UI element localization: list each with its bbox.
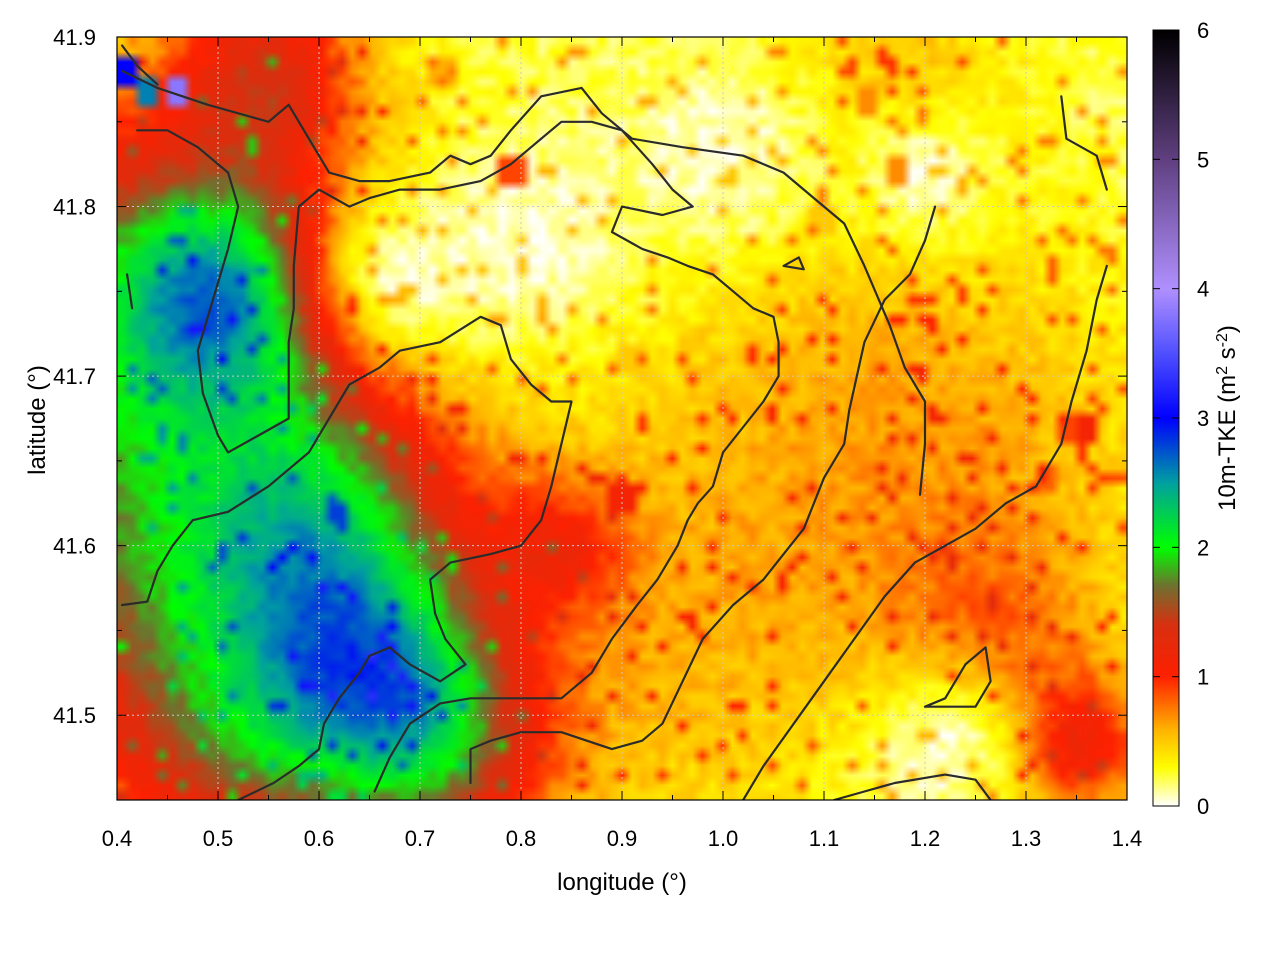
colorbar-label-sup1: 2 bbox=[1214, 366, 1231, 375]
x-tick-label: 0.8 bbox=[506, 826, 537, 851]
colorbar-label-mid: s bbox=[1214, 347, 1241, 366]
colorbar-tick-label: 5 bbox=[1197, 147, 1209, 172]
contour-line bbox=[833, 773, 992, 800]
x-tick-label: 0.9 bbox=[607, 826, 638, 851]
x-axis-label: longitude (°) bbox=[557, 869, 687, 896]
x-tick-label: 1.4 bbox=[1112, 826, 1143, 851]
x-tick-label: 1.2 bbox=[910, 826, 941, 851]
contour-line bbox=[923, 646, 992, 708]
x-tick-label: 0.4 bbox=[102, 826, 133, 851]
x-tick-label: 1.1 bbox=[809, 826, 840, 851]
colorbar-tick-label: 2 bbox=[1197, 535, 1209, 560]
x-tick-label: 1.0 bbox=[708, 826, 739, 851]
colorbar-tick-label: 4 bbox=[1197, 277, 1209, 302]
contour-line bbox=[373, 120, 780, 793]
colorbar-label: 10m-TKE (m2 s-2) bbox=[1214, 325, 1242, 511]
colorbar-tick-labels: 0 1 2 3 4 5 6 bbox=[1197, 18, 1209, 819]
colorbar-tick-label: 6 bbox=[1197, 18, 1209, 43]
contour-line bbox=[121, 44, 159, 86]
y-tick-label: 41.8 bbox=[53, 195, 96, 220]
y-tick-labels: 41.5 41.6 41.7 41.8 41.9 bbox=[53, 25, 96, 728]
colorbar: 0 1 2 3 4 5 6 10m-TKE (m2 s-2) bbox=[1152, 18, 1242, 819]
colorbar-tick-label: 3 bbox=[1197, 406, 1209, 431]
axis-ticks bbox=[116, 36, 1128, 801]
colorbar-label-sup2: -2 bbox=[1214, 333, 1231, 347]
colorbar-label-end: ) bbox=[1214, 325, 1241, 333]
contour-line bbox=[136, 129, 543, 454]
y-tick-label: 41.6 bbox=[53, 534, 96, 559]
colorbar-tick-label: 1 bbox=[1197, 665, 1209, 690]
colorbar-ticks bbox=[1153, 29, 1179, 807]
contour-line bbox=[469, 205, 937, 785]
x-tick-label: 1.3 bbox=[1011, 826, 1042, 851]
contour-line bbox=[742, 264, 1108, 800]
y-axis-label: latitude (°) bbox=[24, 365, 51, 475]
colorbar-label-main: 10m-TKE (m bbox=[1214, 375, 1241, 511]
y-tick-label: 41.5 bbox=[53, 703, 96, 728]
contour-line bbox=[1060, 95, 1108, 191]
contour-line bbox=[782, 256, 805, 271]
y-tick-label: 41.9 bbox=[53, 25, 96, 50]
plot-area bbox=[116, 36, 1128, 801]
contour-line bbox=[121, 315, 573, 800]
contour-line bbox=[126, 273, 134, 310]
x-tick-label: 0.5 bbox=[203, 826, 234, 851]
colorbar-tick-label: 0 bbox=[1197, 794, 1209, 819]
y-tick-label: 41.7 bbox=[53, 364, 96, 389]
x-tick-label: 0.6 bbox=[304, 826, 335, 851]
x-tick-label: 0.7 bbox=[405, 826, 436, 851]
contour-lines bbox=[121, 44, 1108, 800]
x-tick-labels: 0.4 0.5 0.6 0.7 0.8 0.9 1.0 1.1 1.2 1.3 1.4 bbox=[102, 826, 1143, 851]
contour-line bbox=[121, 69, 927, 496]
